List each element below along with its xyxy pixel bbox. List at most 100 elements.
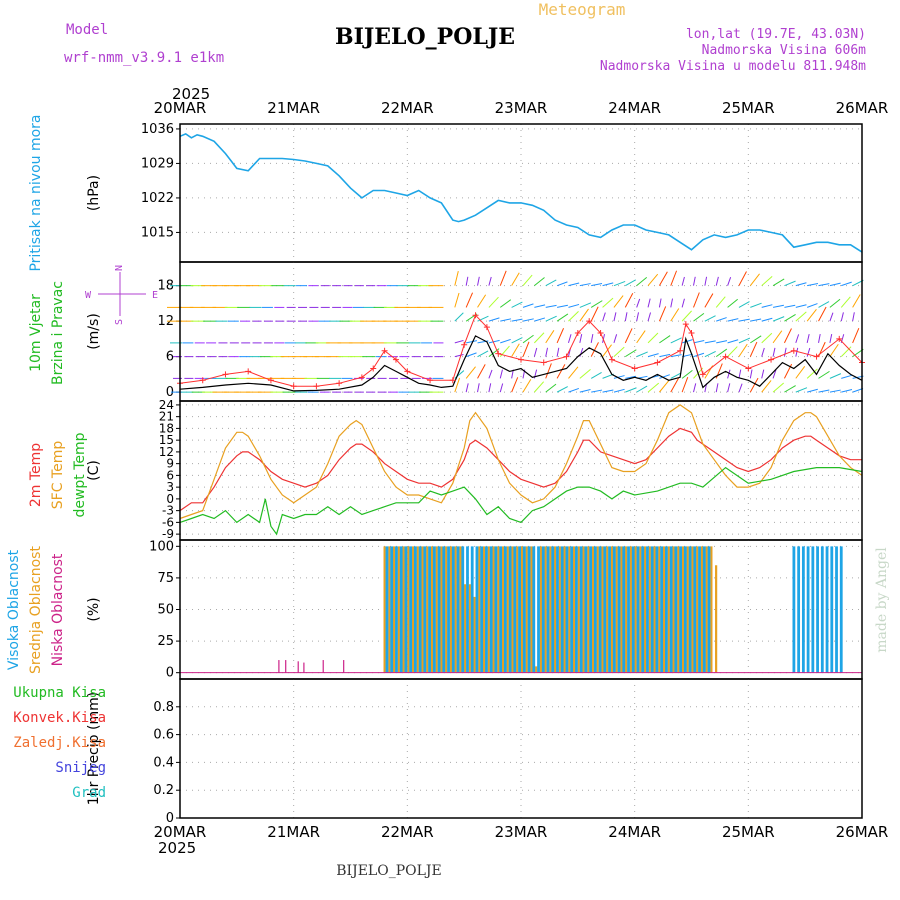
gust-marker: [654, 359, 661, 366]
wind-arrow: [761, 347, 765, 357]
temperature-ytick-label: 12: [159, 445, 174, 459]
wind-arrow: [761, 332, 773, 344]
wind-arrow: [534, 332, 545, 344]
wind-arrow: [750, 318, 762, 322]
gust-marker: [631, 365, 638, 372]
wind-arrow: [704, 293, 714, 308]
wind-arrow: [727, 298, 739, 308]
wind-arrow: [704, 315, 716, 322]
pressure-series-line: [179, 132, 863, 253]
wind-arrow: [704, 276, 708, 286]
gust-marker: [586, 318, 593, 325]
gust-marker: [245, 368, 252, 375]
wind-axis-title-2: Brzina i Pravac: [50, 281, 66, 385]
gust-marker: [199, 377, 206, 384]
wind-arrow: [636, 298, 641, 308]
wind-arrow: [590, 333, 594, 343]
wind-arrow: [693, 352, 705, 358]
wind-arrow: [727, 383, 731, 393]
gust-marker: [358, 374, 365, 381]
x-tick-label-top: 20MAR: [154, 99, 207, 117]
wind-arrow: [783, 347, 787, 357]
wind-arrow: [556, 281, 568, 287]
wind-arrow: [772, 369, 777, 379]
wind-arrow: [659, 374, 670, 379]
wind-arrow: [818, 283, 830, 287]
temperature-ytick-label: -3: [162, 504, 174, 518]
wind-arrow: [715, 276, 719, 286]
wind-arrow: [647, 353, 659, 358]
temperature-ytick-label: 18: [159, 421, 174, 435]
wind-arrow: [556, 386, 568, 393]
pressure-axis-title: Pritisak na nivou mora: [28, 114, 44, 271]
gust-marker: [682, 321, 689, 328]
wind-arrow: [590, 306, 599, 322]
wind-arrow: [681, 276, 685, 286]
wind-arrow: [818, 370, 830, 379]
wind-arrow: [806, 347, 811, 357]
wind-arrow: [818, 306, 827, 322]
year-top: 2025: [172, 85, 210, 103]
gust-marker: [608, 356, 615, 363]
wind-arrow: [477, 315, 489, 322]
wind-arrow: [613, 295, 624, 308]
pressure-ytick-label: 1036: [141, 122, 174, 137]
gust-marker: [472, 312, 479, 319]
wind-arrow: [738, 343, 748, 357]
wind-arrow: [534, 304, 546, 308]
gust-marker: [540, 359, 547, 366]
wind-arrow: [840, 296, 851, 308]
wind-arrow: [670, 308, 680, 322]
wind-arrow: [556, 328, 565, 344]
x-tick-label-bottom: 23MAR: [495, 823, 548, 841]
wind-arrow: [613, 346, 625, 358]
model-elevation-text: Nadmorska Visina u modelu 811.948m: [600, 59, 866, 74]
wind-arrow: [499, 299, 512, 308]
compass-s: S: [114, 319, 125, 325]
wind-arrow: [727, 369, 731, 379]
temperature-ytick-label: 24: [159, 398, 174, 412]
temp-axis-title-sfc: SFC Temp: [50, 441, 66, 510]
wind-arrow: [545, 363, 552, 379]
pressure-ytick-label: 1015: [141, 225, 174, 240]
wind-arrow: [579, 308, 589, 322]
wind-arrow: [727, 346, 738, 357]
temperature-ytick-label: -6: [162, 515, 174, 529]
wind-arrow: [522, 379, 532, 393]
wind-arrow: [500, 338, 511, 344]
wind-arrow: [568, 387, 579, 393]
wind-arrow: [545, 315, 557, 322]
wind-frame: [179, 261, 863, 402]
wind-arrow: [488, 317, 500, 322]
wind-arrow: [647, 298, 651, 308]
wind-arrow: [465, 292, 474, 308]
gust-marker: [688, 329, 695, 336]
wind-arrow: [590, 300, 603, 308]
wind-arrow: [579, 389, 591, 393]
wind-arrow: [738, 271, 747, 286]
temp-axis-title-dewpt: dewpt Temp: [72, 432, 88, 517]
wind-arrow: [591, 389, 603, 393]
wind-arrow: [841, 374, 852, 379]
wind-arrow: [738, 318, 750, 322]
x-tick-label-top: 22MAR: [381, 99, 434, 117]
wind-arrow: [556, 364, 566, 379]
wind-arrow: [454, 270, 459, 286]
wind-arrow: [556, 304, 568, 308]
wind-arrow: [568, 303, 580, 308]
wind-arrow: [693, 312, 705, 322]
temperature-unit-label: (C): [86, 460, 102, 481]
temp-dewpt-line: [179, 466, 863, 536]
wind-arrow: [693, 340, 705, 344]
wind-arrow: [806, 334, 810, 344]
wind-arrow: [511, 318, 523, 322]
gust-marker: [404, 368, 411, 375]
wind-arrow: [636, 385, 648, 393]
precip-panel: 0 0.2 0.4 0.6 0.8 1hr Precip (mm): [86, 678, 863, 826]
wind-axis-title: 10m Vjetar: [28, 294, 44, 372]
wind-arrow: [670, 298, 674, 308]
wind-arrow: [545, 383, 557, 393]
gust-marker: [574, 329, 581, 336]
